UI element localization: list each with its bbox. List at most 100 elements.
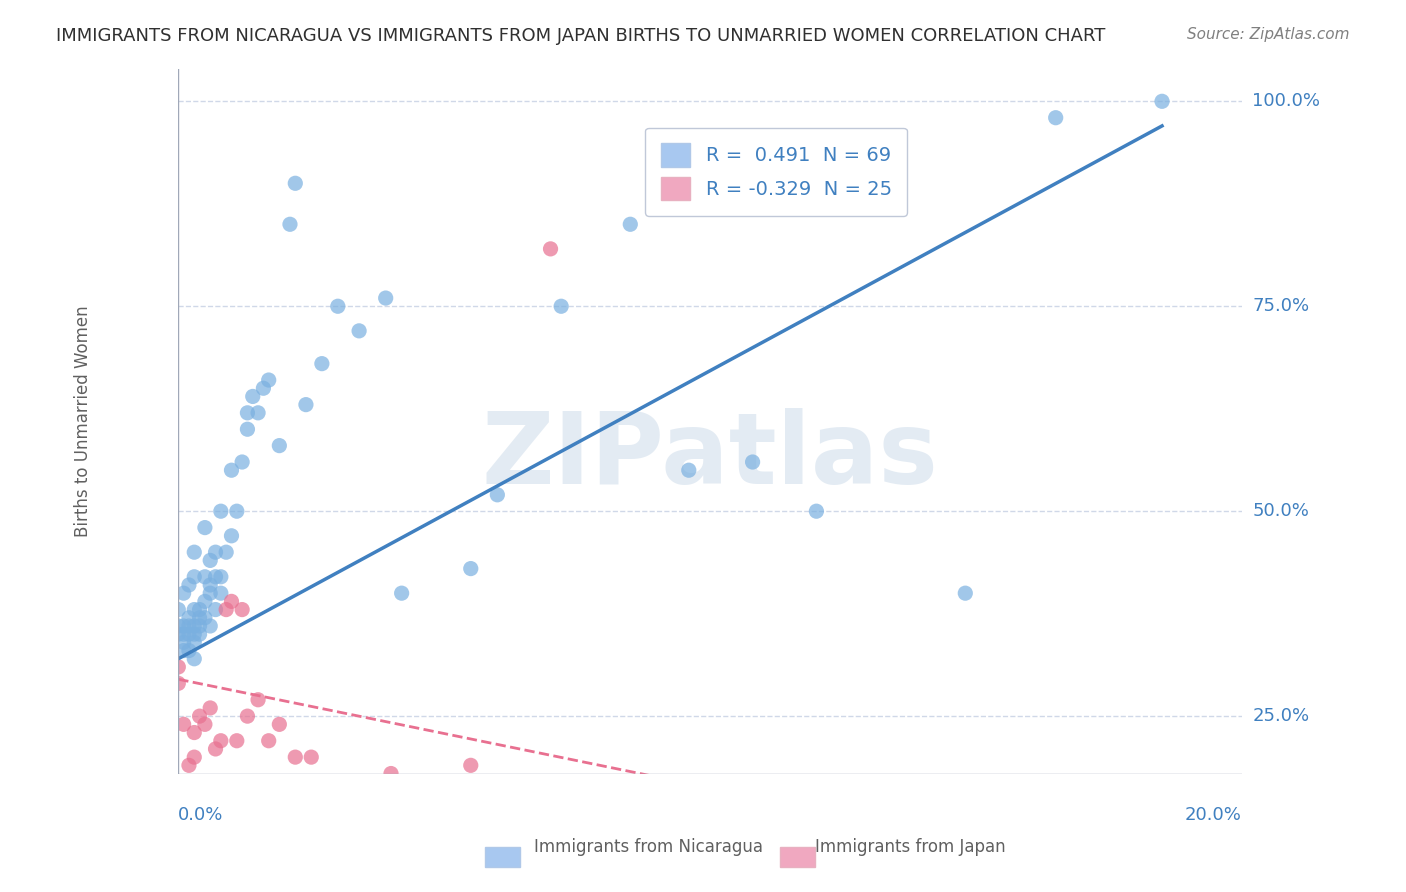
Point bbox=[177, 619, 200, 633]
Point bbox=[215, 545, 238, 559]
Point bbox=[177, 627, 200, 641]
Point bbox=[209, 586, 232, 600]
Text: 100.0%: 100.0% bbox=[1253, 92, 1320, 111]
Point bbox=[183, 725, 205, 739]
Point bbox=[460, 561, 482, 575]
Point bbox=[200, 619, 222, 633]
Point bbox=[194, 520, 217, 534]
Text: 20.0%: 20.0% bbox=[1185, 806, 1241, 824]
Text: 75.0%: 75.0% bbox=[1253, 297, 1309, 315]
Point bbox=[284, 750, 307, 764]
Point bbox=[231, 602, 253, 616]
Point bbox=[183, 635, 205, 649]
Point bbox=[209, 504, 232, 518]
Point bbox=[173, 627, 195, 641]
Point bbox=[221, 594, 243, 608]
Point bbox=[200, 553, 222, 567]
Point bbox=[550, 299, 572, 313]
Point bbox=[204, 570, 226, 584]
Point bbox=[311, 357, 333, 371]
Point bbox=[188, 709, 211, 723]
Point bbox=[200, 578, 222, 592]
Text: Source: ZipAtlas.com: Source: ZipAtlas.com bbox=[1187, 27, 1350, 42]
Point bbox=[290, 807, 312, 822]
Point bbox=[183, 545, 205, 559]
Point bbox=[1045, 111, 1067, 125]
Point bbox=[231, 455, 253, 469]
Point bbox=[247, 406, 270, 420]
Point bbox=[269, 439, 291, 453]
Point bbox=[204, 742, 226, 756]
Point bbox=[326, 299, 349, 313]
Point bbox=[252, 381, 274, 395]
Text: Births to Unmarried Women: Births to Unmarried Women bbox=[73, 305, 91, 537]
Point bbox=[225, 733, 247, 747]
Point bbox=[167, 619, 190, 633]
Point bbox=[194, 594, 217, 608]
Point bbox=[391, 586, 413, 600]
Point bbox=[460, 758, 482, 772]
Point bbox=[486, 488, 509, 502]
Point bbox=[167, 602, 190, 616]
Legend: R =  0.491  N = 69, R = -0.329  N = 25: R = 0.491 N = 69, R = -0.329 N = 25 bbox=[645, 128, 907, 216]
Point bbox=[540, 242, 562, 256]
Point bbox=[204, 545, 226, 559]
Text: 25.0%: 25.0% bbox=[1253, 707, 1309, 725]
Point bbox=[194, 611, 217, 625]
Point bbox=[806, 504, 828, 518]
Point bbox=[167, 676, 190, 690]
Point bbox=[221, 463, 243, 477]
Point bbox=[183, 750, 205, 764]
Point bbox=[200, 586, 222, 600]
Point bbox=[173, 635, 195, 649]
Point bbox=[236, 406, 259, 420]
Point bbox=[678, 463, 700, 477]
Point bbox=[177, 758, 200, 772]
Point bbox=[167, 660, 190, 674]
Point bbox=[173, 717, 195, 731]
Point bbox=[188, 619, 211, 633]
Point bbox=[209, 570, 232, 584]
Point bbox=[188, 627, 211, 641]
Point bbox=[183, 602, 205, 616]
Point bbox=[177, 578, 200, 592]
Point bbox=[225, 504, 247, 518]
Point bbox=[257, 733, 280, 747]
Point bbox=[183, 619, 205, 633]
Point bbox=[741, 455, 763, 469]
Point bbox=[200, 701, 222, 715]
Point bbox=[299, 750, 322, 764]
Point bbox=[204, 602, 226, 616]
Point bbox=[242, 389, 264, 403]
Text: Immigrants from Japan: Immigrants from Japan bbox=[815, 838, 1007, 856]
Point bbox=[183, 570, 205, 584]
Point bbox=[188, 602, 211, 616]
Point bbox=[380, 766, 402, 780]
Point bbox=[257, 373, 280, 387]
Point bbox=[173, 619, 195, 633]
Point bbox=[215, 602, 238, 616]
Text: 50.0%: 50.0% bbox=[1253, 502, 1309, 520]
Point bbox=[173, 586, 195, 600]
Point bbox=[1150, 95, 1173, 109]
Point bbox=[284, 176, 307, 190]
Text: Immigrants from Nicaragua: Immigrants from Nicaragua bbox=[534, 838, 763, 856]
Point bbox=[269, 717, 291, 731]
Point bbox=[188, 611, 211, 625]
Point bbox=[194, 570, 217, 584]
Point bbox=[177, 611, 200, 625]
Point bbox=[374, 291, 396, 305]
Text: 0.0%: 0.0% bbox=[179, 806, 224, 824]
Point bbox=[347, 324, 370, 338]
Point bbox=[173, 643, 195, 657]
Point bbox=[295, 398, 318, 412]
Text: ZIPatlas: ZIPatlas bbox=[482, 408, 938, 505]
Point bbox=[278, 217, 301, 231]
Point bbox=[247, 692, 270, 706]
Point bbox=[236, 709, 259, 723]
Point bbox=[221, 529, 243, 543]
Point bbox=[194, 717, 217, 731]
Point bbox=[209, 733, 232, 747]
Point bbox=[183, 627, 205, 641]
Point bbox=[699, 889, 721, 892]
